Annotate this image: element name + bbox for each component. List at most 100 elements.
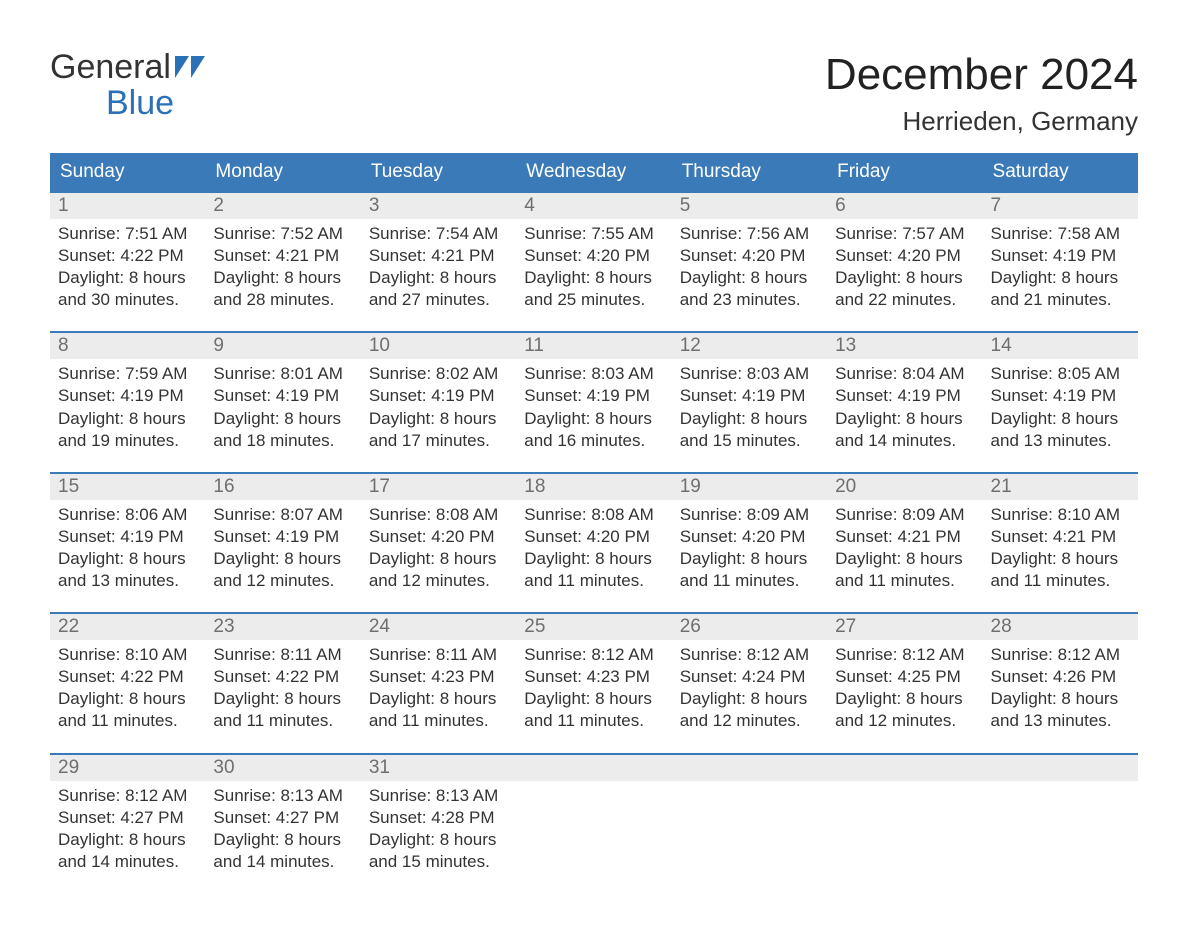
sunrise-line: Sunrise: 7:51 AM (58, 223, 197, 245)
sunset-line: Sunset: 4:20 PM (680, 245, 819, 267)
day-details: Sunrise: 8:12 AMSunset: 4:27 PMDaylight:… (50, 781, 205, 875)
sunset-line: Sunset: 4:19 PM (991, 245, 1130, 267)
day-details: Sunrise: 7:59 AMSunset: 4:19 PMDaylight:… (50, 359, 205, 453)
day-number: 27 (827, 614, 982, 640)
daylight-line-1: Daylight: 8 hours (213, 829, 352, 851)
calendar-day-cell: 28Sunrise: 8:12 AMSunset: 4:26 PMDayligh… (983, 614, 1138, 734)
sunset-line: Sunset: 4:21 PM (369, 245, 508, 267)
day-number: 26 (672, 614, 827, 640)
day-details: Sunrise: 8:01 AMSunset: 4:19 PMDaylight:… (205, 359, 360, 453)
day-number: 19 (672, 474, 827, 500)
daylight-line-2: and 11 minutes. (524, 570, 663, 592)
daylight-line-1: Daylight: 8 hours (835, 688, 974, 710)
day-details: Sunrise: 8:04 AMSunset: 4:19 PMDaylight:… (827, 359, 982, 453)
daylight-line-2: and 12 minutes. (680, 710, 819, 732)
daylight-line-2: and 14 minutes. (58, 851, 197, 873)
day-number: 18 (516, 474, 671, 500)
sunrise-line: Sunrise: 8:01 AM (213, 363, 352, 385)
daylight-line-1: Daylight: 8 hours (369, 829, 508, 851)
daylight-line-1: Daylight: 8 hours (835, 548, 974, 570)
daylight-line-1: Daylight: 8 hours (369, 408, 508, 430)
sunset-line: Sunset: 4:19 PM (369, 385, 508, 407)
sunrise-line: Sunrise: 8:02 AM (369, 363, 508, 385)
calendar-day-cell: 30Sunrise: 8:13 AMSunset: 4:27 PMDayligh… (205, 755, 360, 875)
title-block: December 2024 Herrieden, Germany (825, 50, 1138, 137)
sunrise-line: Sunrise: 8:10 AM (991, 504, 1130, 526)
day-details: Sunrise: 7:58 AMSunset: 4:19 PMDaylight:… (983, 219, 1138, 313)
calendar-day-cell: 23Sunrise: 8:11 AMSunset: 4:22 PMDayligh… (205, 614, 360, 734)
daylight-line-1: Daylight: 8 hours (835, 267, 974, 289)
day-number: 20 (827, 474, 982, 500)
sunset-line: Sunset: 4:21 PM (835, 526, 974, 548)
calendar-day-cell (516, 755, 671, 875)
sunrise-line: Sunrise: 8:13 AM (213, 785, 352, 807)
sunset-line: Sunset: 4:19 PM (991, 385, 1130, 407)
daylight-line-2: and 11 minutes. (680, 570, 819, 592)
day-number: 31 (361, 755, 516, 781)
sunrise-line: Sunrise: 7:58 AM (991, 223, 1130, 245)
daylight-line-1: Daylight: 8 hours (991, 408, 1130, 430)
day-header: Friday (827, 153, 982, 191)
daylight-line-1: Daylight: 8 hours (680, 408, 819, 430)
daylight-line-2: and 25 minutes. (524, 289, 663, 311)
daylight-line-2: and 11 minutes. (213, 710, 352, 732)
sunset-line: Sunset: 4:22 PM (58, 666, 197, 688)
day-details: Sunrise: 8:10 AMSunset: 4:21 PMDaylight:… (983, 500, 1138, 594)
sunrise-line: Sunrise: 7:57 AM (835, 223, 974, 245)
calendar-day-cell: 4Sunrise: 7:55 AMSunset: 4:20 PMDaylight… (516, 193, 671, 313)
day-details: Sunrise: 8:07 AMSunset: 4:19 PMDaylight:… (205, 500, 360, 594)
sunset-line: Sunset: 4:22 PM (58, 245, 197, 267)
sunrise-line: Sunrise: 7:56 AM (680, 223, 819, 245)
calendar-day-cell: 26Sunrise: 8:12 AMSunset: 4:24 PMDayligh… (672, 614, 827, 734)
calendar-day-cell: 24Sunrise: 8:11 AMSunset: 4:23 PMDayligh… (361, 614, 516, 734)
day-details: Sunrise: 8:12 AMSunset: 4:23 PMDaylight:… (516, 640, 671, 734)
daylight-line-2: and 21 minutes. (991, 289, 1130, 311)
calendar-day-cell: 31Sunrise: 8:13 AMSunset: 4:28 PMDayligh… (361, 755, 516, 875)
logo: General Blue (50, 50, 205, 121)
day-number: 22 (50, 614, 205, 640)
daylight-line-1: Daylight: 8 hours (58, 267, 197, 289)
daylight-line-1: Daylight: 8 hours (213, 548, 352, 570)
daylight-line-1: Daylight: 8 hours (369, 548, 508, 570)
daylight-line-2: and 15 minutes. (680, 430, 819, 452)
day-details: Sunrise: 8:08 AMSunset: 4:20 PMDaylight:… (361, 500, 516, 594)
sunset-line: Sunset: 4:28 PM (369, 807, 508, 829)
calendar-day-cell: 29Sunrise: 8:12 AMSunset: 4:27 PMDayligh… (50, 755, 205, 875)
day-details: Sunrise: 8:05 AMSunset: 4:19 PMDaylight:… (983, 359, 1138, 453)
daylight-line-1: Daylight: 8 hours (680, 267, 819, 289)
calendar-day-cell: 9Sunrise: 8:01 AMSunset: 4:19 PMDaylight… (205, 333, 360, 453)
sunrise-line: Sunrise: 8:10 AM (58, 644, 197, 666)
daylight-line-2: and 13 minutes. (991, 710, 1130, 732)
day-number: 28 (983, 614, 1138, 640)
sunset-line: Sunset: 4:23 PM (524, 666, 663, 688)
sunset-line: Sunset: 4:25 PM (835, 666, 974, 688)
calendar-week: 15Sunrise: 8:06 AMSunset: 4:19 PMDayligh… (50, 472, 1138, 594)
sunrise-line: Sunrise: 7:54 AM (369, 223, 508, 245)
sunset-line: Sunset: 4:26 PM (991, 666, 1130, 688)
sunrise-line: Sunrise: 8:03 AM (680, 363, 819, 385)
daylight-line-1: Daylight: 8 hours (213, 688, 352, 710)
calendar-day-cell: 11Sunrise: 8:03 AMSunset: 4:19 PMDayligh… (516, 333, 671, 453)
daylight-line-1: Daylight: 8 hours (58, 688, 197, 710)
calendar-week: 8Sunrise: 7:59 AMSunset: 4:19 PMDaylight… (50, 331, 1138, 453)
day-number: 14 (983, 333, 1138, 359)
sunrise-line: Sunrise: 8:05 AM (991, 363, 1130, 385)
header: General Blue December 2024 Herrieden, Ge… (50, 50, 1138, 137)
day-details: Sunrise: 7:52 AMSunset: 4:21 PMDaylight:… (205, 219, 360, 313)
day-number: 7 (983, 193, 1138, 219)
sunset-line: Sunset: 4:23 PM (369, 666, 508, 688)
daylight-line-1: Daylight: 8 hours (524, 408, 663, 430)
day-number (516, 755, 671, 781)
day-details: Sunrise: 7:57 AMSunset: 4:20 PMDaylight:… (827, 219, 982, 313)
day-details: Sunrise: 8:06 AMSunset: 4:19 PMDaylight:… (50, 500, 205, 594)
day-details: Sunrise: 8:11 AMSunset: 4:22 PMDaylight:… (205, 640, 360, 734)
sunset-line: Sunset: 4:19 PM (680, 385, 819, 407)
sunrise-line: Sunrise: 8:12 AM (58, 785, 197, 807)
day-header: Saturday (983, 153, 1138, 191)
day-number (672, 755, 827, 781)
daylight-line-1: Daylight: 8 hours (991, 688, 1130, 710)
day-number: 10 (361, 333, 516, 359)
sunset-line: Sunset: 4:21 PM (991, 526, 1130, 548)
daylight-line-2: and 13 minutes. (991, 430, 1130, 452)
sunrise-line: Sunrise: 8:09 AM (835, 504, 974, 526)
